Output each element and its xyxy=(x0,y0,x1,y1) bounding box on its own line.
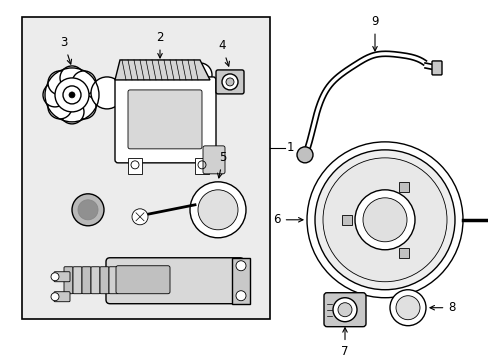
FancyBboxPatch shape xyxy=(106,258,244,304)
FancyBboxPatch shape xyxy=(109,267,118,294)
FancyBboxPatch shape xyxy=(398,182,408,192)
Text: 3: 3 xyxy=(60,36,71,64)
Circle shape xyxy=(187,63,212,87)
Circle shape xyxy=(190,182,245,238)
Circle shape xyxy=(48,95,72,119)
Text: 1: 1 xyxy=(286,141,294,154)
FancyBboxPatch shape xyxy=(341,215,351,225)
FancyBboxPatch shape xyxy=(22,17,269,319)
Polygon shape xyxy=(115,60,209,80)
Circle shape xyxy=(77,83,101,107)
Circle shape xyxy=(60,66,84,90)
FancyBboxPatch shape xyxy=(431,61,441,75)
Text: 5: 5 xyxy=(217,151,226,178)
FancyBboxPatch shape xyxy=(100,267,109,294)
Circle shape xyxy=(51,273,59,281)
FancyBboxPatch shape xyxy=(231,258,249,304)
FancyBboxPatch shape xyxy=(324,293,365,327)
FancyBboxPatch shape xyxy=(115,77,216,163)
Circle shape xyxy=(222,74,238,90)
FancyBboxPatch shape xyxy=(54,292,70,302)
Circle shape xyxy=(332,298,356,322)
FancyBboxPatch shape xyxy=(54,272,70,282)
Circle shape xyxy=(314,150,454,290)
Text: 8: 8 xyxy=(429,301,455,314)
Circle shape xyxy=(354,190,414,250)
FancyBboxPatch shape xyxy=(128,158,142,174)
FancyBboxPatch shape xyxy=(82,267,91,294)
Circle shape xyxy=(48,71,72,95)
Circle shape xyxy=(395,296,419,320)
FancyBboxPatch shape xyxy=(91,267,100,294)
FancyBboxPatch shape xyxy=(203,146,224,174)
FancyBboxPatch shape xyxy=(195,158,208,174)
Circle shape xyxy=(198,190,238,230)
Circle shape xyxy=(362,198,406,242)
Circle shape xyxy=(72,95,96,119)
FancyBboxPatch shape xyxy=(64,267,73,294)
Circle shape xyxy=(337,303,351,317)
Text: 6: 6 xyxy=(273,213,303,226)
Text: 9: 9 xyxy=(370,15,378,51)
Text: 4: 4 xyxy=(218,40,229,66)
FancyBboxPatch shape xyxy=(128,90,202,149)
Circle shape xyxy=(236,261,245,271)
Circle shape xyxy=(389,290,425,326)
Circle shape xyxy=(306,142,462,298)
Circle shape xyxy=(225,78,234,86)
FancyBboxPatch shape xyxy=(216,70,244,94)
FancyBboxPatch shape xyxy=(398,248,408,258)
Text: 2: 2 xyxy=(156,31,163,58)
Circle shape xyxy=(69,92,75,98)
Circle shape xyxy=(72,71,96,95)
Circle shape xyxy=(91,77,123,109)
Circle shape xyxy=(78,200,98,220)
Circle shape xyxy=(43,83,67,107)
FancyBboxPatch shape xyxy=(73,267,82,294)
Circle shape xyxy=(236,291,245,301)
Circle shape xyxy=(51,293,59,301)
Circle shape xyxy=(72,194,104,226)
Circle shape xyxy=(132,209,148,225)
Circle shape xyxy=(55,78,89,112)
FancyBboxPatch shape xyxy=(116,266,170,294)
Circle shape xyxy=(323,158,446,282)
Circle shape xyxy=(296,147,312,163)
Circle shape xyxy=(60,100,84,124)
Text: 7: 7 xyxy=(341,328,348,358)
